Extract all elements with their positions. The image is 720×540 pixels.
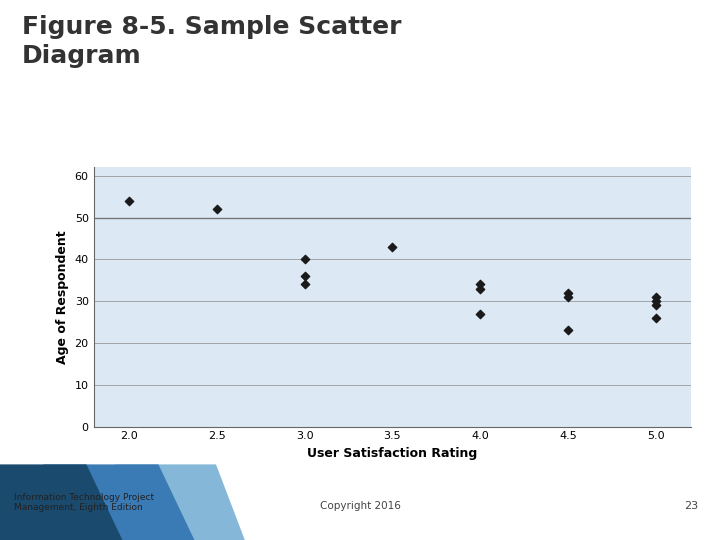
Polygon shape: [43, 464, 194, 540]
X-axis label: User Satisfaction Rating: User Satisfaction Rating: [307, 447, 477, 460]
Point: [123, 197, 135, 205]
Point: [299, 255, 310, 264]
Polygon shape: [0, 464, 122, 540]
Point: [211, 205, 222, 213]
Point: [650, 314, 662, 322]
Point: [387, 242, 398, 251]
Point: [562, 288, 574, 297]
Text: Figure 8-5. Sample Scatter
Diagram: Figure 8-5. Sample Scatter Diagram: [22, 15, 401, 68]
Text: 23: 23: [684, 501, 698, 511]
Y-axis label: Age of Respondent: Age of Respondent: [56, 230, 69, 364]
Point: [650, 301, 662, 309]
Point: [299, 280, 310, 289]
Point: [650, 297, 662, 306]
Point: [474, 285, 486, 293]
Point: [299, 272, 310, 280]
Point: [474, 309, 486, 318]
Point: [562, 293, 574, 301]
Polygon shape: [115, 464, 245, 540]
Point: [650, 293, 662, 301]
Text: Information Technology Project
Management, Eighth Edition: Information Technology Project Managemen…: [14, 492, 155, 512]
Text: Copyright 2016: Copyright 2016: [320, 501, 400, 511]
Point: [474, 280, 486, 289]
Point: [562, 326, 574, 335]
